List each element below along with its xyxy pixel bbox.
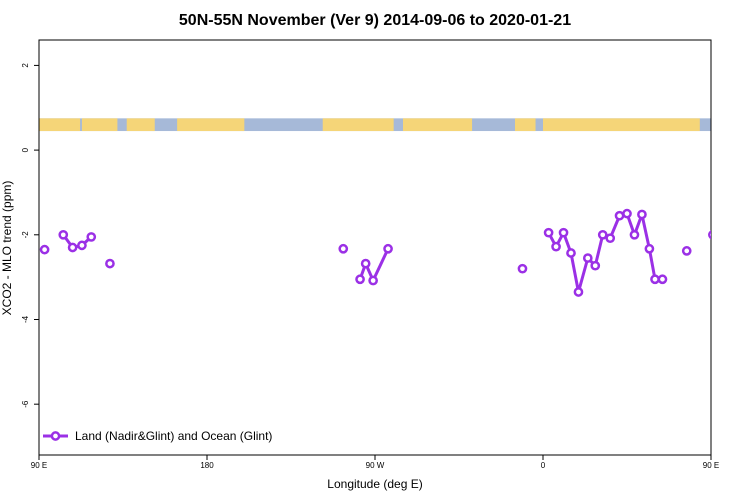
legend-marker — [50, 431, 61, 441]
series-line — [547, 212, 663, 294]
data-point — [77, 240, 87, 251]
data-point — [726, 242, 733, 249]
x-tick-label: 180 — [200, 461, 214, 470]
plot-frame — [38, 39, 712, 456]
data-point — [644, 243, 655, 254]
y-tick-label: -6 — [21, 400, 30, 408]
data-point — [558, 227, 569, 238]
y-tick-label: 0 — [21, 147, 30, 152]
land-segment — [126, 118, 155, 132]
y-tick-label: -2 — [21, 231, 30, 239]
data-point — [573, 287, 584, 297]
data-point — [637, 209, 647, 220]
data-point — [614, 210, 625, 221]
data-point — [517, 263, 528, 274]
x-tick-label: 90 E — [703, 461, 719, 470]
x-axis-label: Longitude (deg E) — [327, 477, 422, 491]
land-segment — [403, 118, 473, 132]
data-point — [605, 233, 616, 244]
series-line — [358, 248, 390, 283]
y-tick-label: -4 — [21, 315, 30, 323]
data-point — [582, 253, 593, 263]
data-point — [368, 275, 378, 286]
data-point — [622, 208, 632, 219]
data-point — [543, 227, 554, 238]
data-point — [681, 246, 692, 256]
series-line — [713, 235, 750, 264]
data-point — [383, 243, 393, 254]
x-tick-label: 0 — [541, 461, 546, 470]
land-segment — [177, 118, 245, 132]
data-point — [735, 233, 742, 240]
data-point — [86, 232, 97, 242]
data-point — [657, 274, 668, 285]
data-point — [355, 274, 365, 285]
land-segment — [81, 118, 118, 132]
land-segment — [543, 118, 700, 132]
data-point — [566, 248, 576, 258]
data-point — [590, 260, 601, 271]
series-group — [39, 208, 750, 297]
x-axis: 90 E 180 90 W 0 90 E — [31, 455, 719, 470]
data-point — [67, 242, 78, 253]
data-point — [629, 229, 640, 240]
data-point — [58, 229, 69, 240]
x-tick-label: 90 E — [31, 461, 47, 470]
data-point — [597, 229, 608, 240]
y-tick-label: 2 — [21, 63, 30, 68]
land-segment — [322, 118, 394, 132]
land-segment — [39, 118, 81, 132]
y-axis: 2 0 -2 -4 -6 — [21, 63, 39, 408]
chart-title: 50N-55N November (Ver 9) 2014-09-06 to 2… — [179, 12, 571, 29]
data-point — [338, 243, 349, 254]
data-point — [708, 230, 711, 240]
land-ocean-strip — [39, 118, 711, 132]
data-point — [650, 274, 660, 285]
data-point — [105, 258, 115, 269]
land-segment — [515, 118, 536, 132]
data-point — [39, 244, 50, 255]
legend-label: Land (Nadir&Glint) and Ocean (Glint) — [75, 429, 272, 443]
data-point — [717, 245, 724, 252]
legend: Land (Nadir&Glint) and Ocean (Glint) — [43, 429, 272, 443]
data-point — [551, 241, 561, 252]
y-axis-label: XCO2 - MLO trend (ppm) — [0, 181, 14, 316]
x-tick-label: 90 W — [366, 461, 385, 470]
data-point — [360, 258, 371, 269]
